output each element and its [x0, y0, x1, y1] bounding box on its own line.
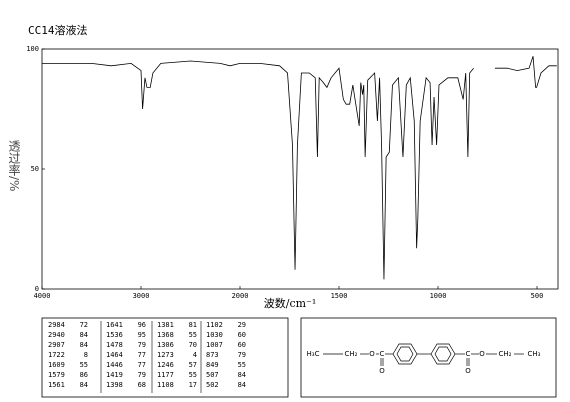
peak-transmittance: 81: [189, 321, 197, 329]
peak-wavenumber: 1579: [48, 371, 65, 379]
peak-transmittance: 72: [80, 321, 88, 329]
structure-label: O: [379, 367, 385, 375]
peak-transmittance: 86: [80, 371, 88, 379]
peak-wavenumber: 1398: [106, 381, 123, 389]
peak-transmittance: 84: [238, 371, 246, 379]
peak-transmittance: 96: [138, 321, 146, 329]
x-tick-label: 2000: [232, 292, 249, 300]
peak-wavenumber: 507: [206, 371, 219, 379]
structure-label: O: [465, 367, 471, 375]
peak-transmittance: 55: [189, 371, 197, 379]
structure-label: CH₂: [499, 350, 512, 358]
peak-transmittance: 60: [238, 341, 246, 349]
peak-wavenumber: 1722: [48, 351, 65, 359]
peak-transmittance: 55: [238, 361, 246, 369]
x-tick-label: 1000: [430, 292, 447, 300]
structure-bonds: [323, 343, 524, 366]
peak-transmittance: 29: [238, 321, 246, 329]
peak-wavenumber: 1273: [157, 351, 174, 359]
x-tick-label: 4000: [34, 292, 51, 300]
peak-wavenumber: 1609: [48, 361, 65, 369]
peak-wavenumber: 1102: [206, 321, 223, 329]
x-tick-label: 1500: [331, 292, 348, 300]
peak-wavenumber: 1419: [106, 371, 123, 379]
structure-label: CH₃: [528, 350, 541, 358]
structure-label: C: [380, 350, 385, 358]
peak-wavenumber: 1246: [157, 361, 174, 369]
peak-transmittance: 77: [138, 361, 146, 369]
table-frame: [41, 317, 289, 398]
structure-frame: [300, 317, 557, 398]
peak-transmittance: 17: [189, 381, 197, 389]
peak-transmittance: 95: [138, 331, 146, 339]
peak-wavenumber: 2984: [48, 321, 65, 329]
peak-wavenumber: 502: [206, 381, 219, 389]
peak-transmittance: 84: [80, 331, 88, 339]
peak-transmittance: 60: [238, 331, 246, 339]
peak-transmittance: 79: [138, 341, 146, 349]
structure-label: CH₂: [345, 350, 358, 358]
peak-wavenumber: 1007: [206, 341, 223, 349]
y-tick-label: 50: [31, 165, 39, 173]
table-separators: [100, 321, 202, 393]
peak-transmittance: 84: [80, 341, 88, 349]
peak-transmittance: 70: [189, 341, 197, 349]
plot-frame: [41, 48, 559, 290]
y-axis-label: 透过率/%: [7, 140, 21, 192]
peak-wavenumber: 1641: [106, 321, 123, 329]
peak-wavenumber: 1464: [106, 351, 123, 359]
peak-wavenumber: 1536: [106, 331, 123, 339]
peak-transmittance: 57: [189, 361, 197, 369]
peak-wavenumber: 1306: [157, 341, 174, 349]
x-tick-label: 3000: [133, 292, 150, 300]
peak-transmittance: 79: [238, 351, 246, 359]
peak-transmittance: 84: [238, 381, 246, 389]
peak-wavenumber: 1561: [48, 381, 65, 389]
peak-transmittance: 4: [193, 351, 197, 359]
peak-wavenumber: 1478: [106, 341, 123, 349]
structure-label: O: [369, 350, 375, 358]
y-tick-label: 100: [26, 45, 39, 53]
peak-wavenumber: 849: [206, 361, 219, 369]
peak-wavenumber: 1030: [206, 331, 223, 339]
x-tick-label: 500: [531, 292, 544, 300]
peak-transmittance: 79: [138, 371, 146, 379]
peak-transmittance: 55: [80, 361, 88, 369]
peak-wavenumber: 873: [206, 351, 219, 359]
structure-label: H₃C: [307, 350, 320, 358]
peak-wavenumber: 2907: [48, 341, 65, 349]
peak-wavenumber: 1368: [157, 331, 174, 339]
structure-label: C: [466, 350, 471, 358]
x-axis-label: 波数/cm⁻¹: [264, 297, 317, 310]
peak-transmittance: 55: [189, 331, 197, 339]
peak-transmittance: 68: [138, 381, 146, 389]
peak-wavenumber: 1108: [157, 381, 174, 389]
y-tick-label: 0: [35, 285, 39, 293]
peak-wavenumber: 1177: [157, 371, 174, 379]
spectrum-line: [42, 56, 557, 280]
peak-transmittance: 77: [138, 351, 146, 359]
peak-transmittance: 8: [84, 351, 88, 359]
peak-transmittance: 84: [80, 381, 88, 389]
chart-title: CC14溶液法: [28, 23, 88, 37]
structure-label: O: [479, 350, 485, 358]
peak-wavenumber: 2940: [48, 331, 65, 339]
peak-wavenumber: 1381: [157, 321, 174, 329]
peak-wavenumber: 1446: [106, 361, 123, 369]
